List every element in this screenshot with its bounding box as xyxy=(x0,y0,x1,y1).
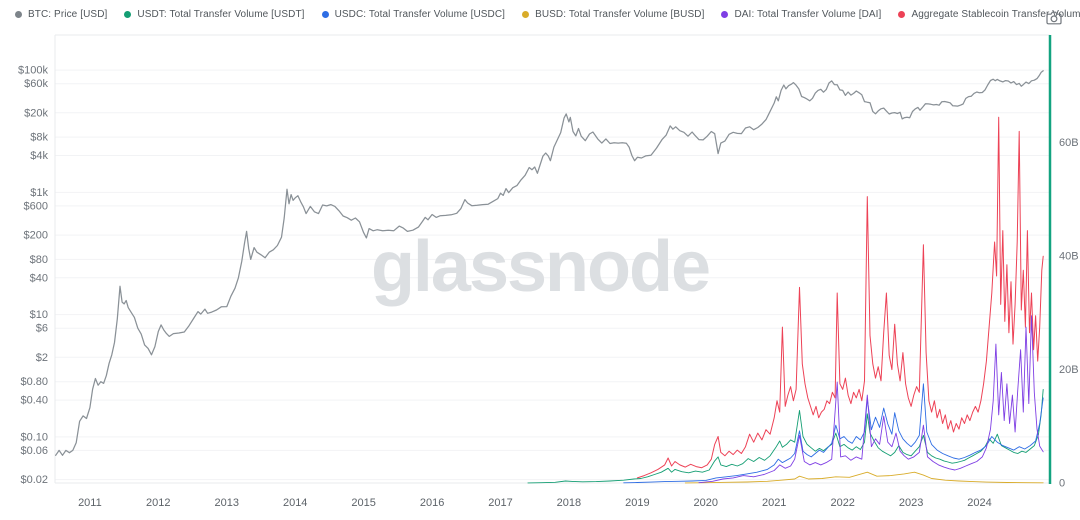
y-left-tick-label: $10 xyxy=(30,309,48,321)
x-tick-label: 2017 xyxy=(488,497,512,509)
legend-dot-btc-price xyxy=(15,11,22,18)
y-left-tick-label: $0.02 xyxy=(20,474,48,486)
y-left-tick-label: $4k xyxy=(30,150,48,162)
legend-label: USDC: Total Transfer Volume [USDC] xyxy=(334,9,506,20)
y-left-tick-label: $600 xyxy=(24,200,48,212)
x-tick-label: 2022 xyxy=(830,497,854,509)
y-left-tick-label: $0.80 xyxy=(20,376,48,388)
y-left-tick-label: $1k xyxy=(30,187,48,199)
y-left-tick-label: $0.10 xyxy=(20,431,48,443)
y-right-tick-label: 40B xyxy=(1059,251,1079,263)
x-tick-label: 2011 xyxy=(78,497,102,509)
series-dai-volume[interactable] xyxy=(698,315,1044,484)
x-tick-label: 2012 xyxy=(146,497,170,509)
legend-label: DAI: Total Transfer Volume [DAI] xyxy=(734,9,882,20)
y-right-tick-label: 20B xyxy=(1059,364,1079,376)
y-left-tick-label: $0.40 xyxy=(20,395,48,407)
x-tick-label: 2024 xyxy=(967,497,991,509)
legend-item-busd-volume[interactable]: BUSD: Total Transfer Volume [BUSD] xyxy=(522,9,704,20)
y-left-tick-label: $20k xyxy=(24,107,48,119)
series-btc-price[interactable] xyxy=(55,70,1044,456)
series-usdc-volume[interactable] xyxy=(623,383,1044,484)
legend-label: BTC: Price [USD] xyxy=(28,9,108,20)
legend-item-usdc-volume[interactable]: USDC: Total Transfer Volume [USDC] xyxy=(321,9,506,20)
legend-dot-usdt-volume xyxy=(124,11,132,18)
legend-label: USDT: Total Transfer Volume [USDT] xyxy=(137,9,305,20)
series-aggregate-volume[interactable] xyxy=(636,116,1044,479)
x-tick-label: 2013 xyxy=(215,497,239,509)
x-tick-label: 2015 xyxy=(351,497,375,509)
legend-dot-usdc-volume xyxy=(321,11,329,18)
legend-dot-dai-volume xyxy=(721,11,729,18)
y-left-tick-label: $60k xyxy=(24,78,48,90)
y-left-tick-label: $100k xyxy=(18,65,48,77)
y-left-tick-label: $40 xyxy=(30,272,48,284)
y-right-tick-label: 60B xyxy=(1059,137,1079,149)
x-tick-label: 2021 xyxy=(762,497,786,509)
legend-label: BUSD: Total Transfer Volume [BUSD] xyxy=(535,9,705,20)
x-tick-label: 2019 xyxy=(625,497,649,509)
chart-legend: BTC: Price [USD] USDT: Total Transfer Vol… xyxy=(15,9,1080,20)
watermark: glassnode xyxy=(371,227,709,307)
x-tick-label: 2014 xyxy=(283,497,307,509)
screenshot-button[interactable] xyxy=(1044,8,1064,27)
x-tick-label: 2020 xyxy=(694,497,718,509)
legend-item-dai-volume[interactable]: DAI: Total Transfer Volume [DAI] xyxy=(721,9,881,20)
legend-dot-aggregate-volume xyxy=(898,11,906,18)
series-busd-volume[interactable] xyxy=(684,471,1044,484)
camera-icon xyxy=(1046,11,1062,25)
series-usdt-volume[interactable] xyxy=(527,388,1044,484)
x-tick-label: 2023 xyxy=(899,497,923,509)
y-left-tick-label: $6 xyxy=(36,323,48,335)
y-left-tick-label: $2 xyxy=(36,352,48,364)
y-left-tick-label: $200 xyxy=(24,230,48,242)
y-left-tick-label: $80 xyxy=(30,254,48,266)
legend-item-usdt-volume[interactable]: USDT: Total Transfer Volume [USDT] xyxy=(124,9,304,20)
legend-item-aggregate-volume[interactable]: Aggregate Stablecoin Transfer Volume xyxy=(898,9,1080,20)
x-tick-label: 2018 xyxy=(557,497,581,509)
x-tick-label: 2016 xyxy=(420,497,444,509)
legend-item-btc-price[interactable]: BTC: Price [USD] xyxy=(15,9,107,20)
y-left-tick-label: $0.06 xyxy=(20,445,48,457)
y-left-tick-label: $8k xyxy=(30,132,48,144)
legend-dot-busd-volume xyxy=(522,11,530,18)
y-right-tick-label: 0 xyxy=(1059,478,1065,490)
legend-label: Aggregate Stablecoin Transfer Volume xyxy=(911,9,1080,20)
